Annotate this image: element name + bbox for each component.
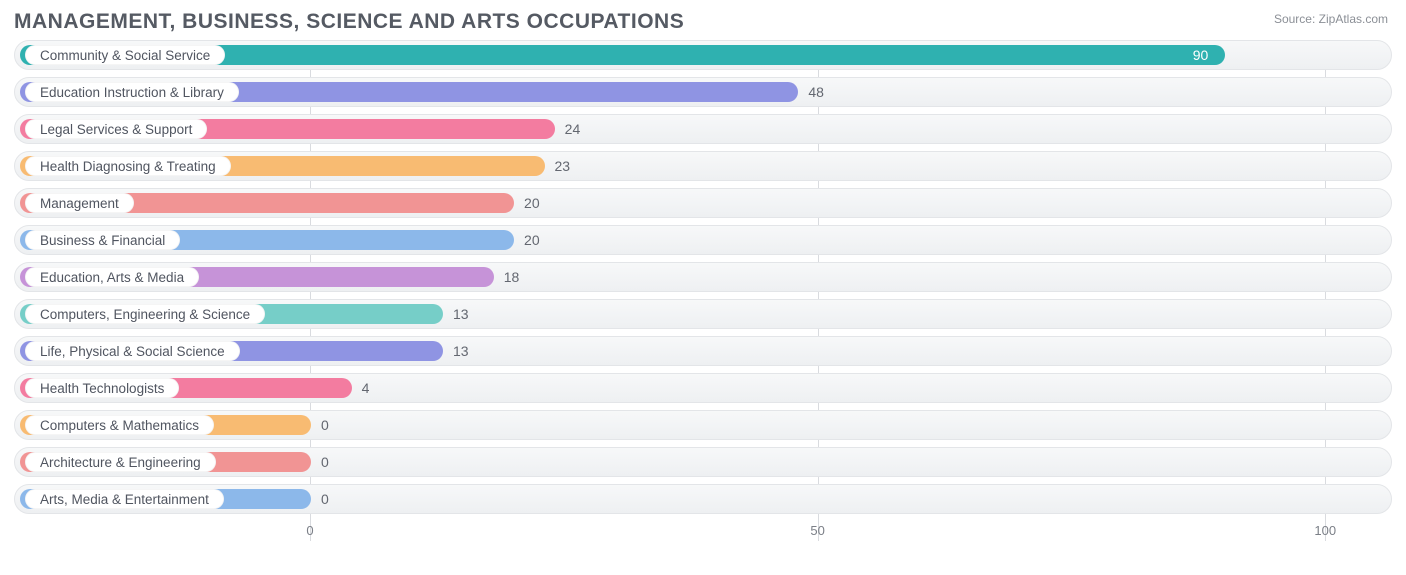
bar-row: Life, Physical & Social Science 13 — [14, 336, 1392, 366]
value-label: 20 — [524, 189, 540, 217]
bar-row: Education Instruction & Library 48 — [14, 77, 1392, 107]
bar-row: Legal Services & Support 24 — [14, 114, 1392, 144]
value-label: 48 — [808, 78, 824, 106]
bar-row: Architecture & Engineering 0 — [14, 447, 1392, 477]
category-label: Education, Arts & Media — [25, 267, 199, 287]
chart-container: Community & Social Service 90 Education In… — [14, 40, 1392, 565]
bar-row: Health Technologists 4 — [14, 373, 1392, 403]
bars-group: Community & Social Service 90 Education In… — [14, 40, 1392, 514]
bar-row: Computers & Mathematics 0 — [14, 410, 1392, 440]
category-label: Arts, Media & Entertainment — [25, 489, 224, 509]
chart-title: MANAGEMENT, BUSINESS, SCIENCE AND ARTS O… — [14, 10, 1392, 34]
bar-row: Education, Arts & Media 18 — [14, 262, 1392, 292]
category-label: Community & Social Service — [25, 45, 225, 65]
bar-row: Arts, Media & Entertainment 0 — [14, 484, 1392, 514]
category-label: Education Instruction & Library — [25, 82, 239, 102]
category-label: Computers, Engineering & Science — [25, 304, 265, 324]
value-label: 90 — [1193, 41, 1209, 69]
source-attribution: Source: ZipAtlas.com — [1274, 12, 1388, 26]
x-axis-tick: 100 — [1314, 523, 1336, 538]
value-label: 0 — [321, 448, 329, 476]
value-label: 13 — [453, 337, 469, 365]
bar-row: Business & Financial 20 — [14, 225, 1392, 255]
value-label: 18 — [504, 263, 520, 291]
category-label: Computers & Mathematics — [25, 415, 214, 435]
value-label: 13 — [453, 300, 469, 328]
x-axis: 0 50 100 — [14, 521, 1392, 541]
value-label: 24 — [565, 115, 581, 143]
bar-row: Health Diagnosing & Treating 23 — [14, 151, 1392, 181]
value-label: 0 — [321, 411, 329, 439]
value-label: 4 — [362, 374, 370, 402]
x-axis-tick: 0 — [306, 523, 313, 538]
bar-row: Management 20 — [14, 188, 1392, 218]
value-label: 0 — [321, 485, 329, 513]
category-label: Architecture & Engineering — [25, 452, 216, 472]
category-label: Business & Financial — [25, 230, 180, 250]
category-label: Legal Services & Support — [25, 119, 207, 139]
bar-row: Community & Social Service 90 — [14, 40, 1392, 70]
plot-area: Community & Social Service 90 Education In… — [14, 40, 1392, 565]
x-axis-tick: 50 — [810, 523, 824, 538]
category-label: Health Diagnosing & Treating — [25, 156, 231, 176]
value-label: 23 — [555, 152, 571, 180]
category-label: Health Technologists — [25, 378, 179, 398]
value-label: 20 — [524, 226, 540, 254]
bar-row: Computers, Engineering & Science 13 — [14, 299, 1392, 329]
category-label: Management — [25, 193, 134, 213]
category-label: Life, Physical & Social Science — [25, 341, 240, 361]
